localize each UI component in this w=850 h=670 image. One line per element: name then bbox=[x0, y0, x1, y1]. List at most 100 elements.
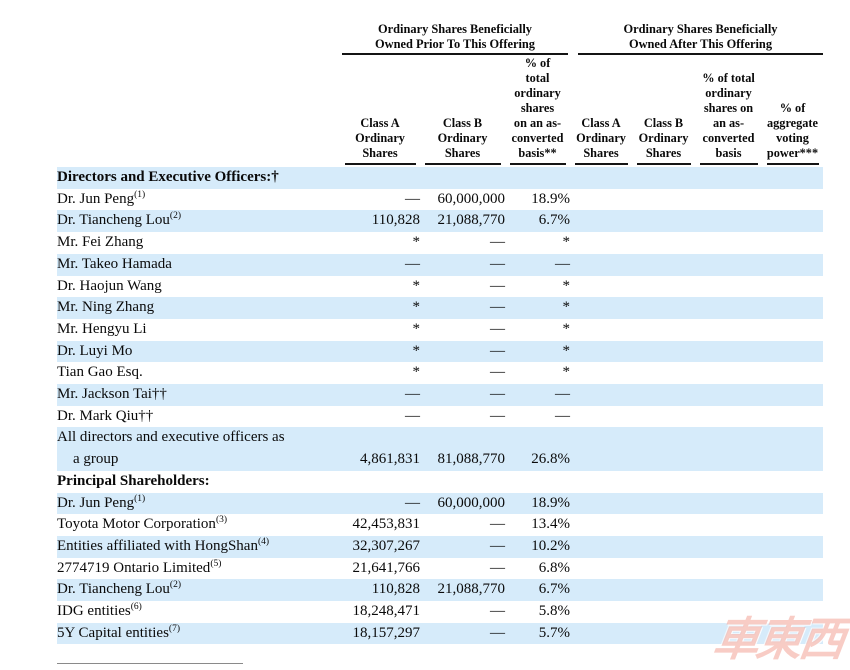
value-cell bbox=[695, 406, 762, 428]
value-cell: — bbox=[405, 255, 420, 272]
table-row: Dr. Luyi Mo * — * bbox=[57, 340, 823, 363]
shareholder-name: Tian Gao Esq. bbox=[57, 364, 143, 381]
value-cell bbox=[762, 276, 823, 298]
value-cell: — bbox=[405, 494, 420, 511]
value-cell bbox=[632, 341, 695, 363]
value-cell bbox=[570, 558, 632, 580]
table-row: Mr. Jackson Tai†† — — — bbox=[57, 384, 823, 406]
value-cell: 26.8% bbox=[531, 451, 570, 468]
footnote-reference: (4) bbox=[257, 536, 270, 547]
column-header-voting-power: % of aggregate voting power*** bbox=[762, 56, 823, 165]
value-cell: 13.4% bbox=[531, 516, 570, 533]
column-underline bbox=[574, 163, 628, 165]
value-cell bbox=[570, 232, 632, 254]
table-row: Principal Shareholders: bbox=[57, 471, 823, 493]
column-header-class-a-prior: Class A Ordinary Shares bbox=[340, 56, 420, 165]
group-header-after-offering: Ordinary Shares Beneficially Owned After… bbox=[578, 22, 823, 55]
value-cell: — bbox=[555, 386, 570, 403]
value-cell bbox=[570, 362, 632, 384]
column-underline bbox=[344, 163, 416, 165]
value-cell: — bbox=[490, 537, 505, 554]
value-cell bbox=[632, 493, 695, 515]
column-underline bbox=[424, 163, 501, 165]
shareholder-name: Mr. Hengyu Li bbox=[57, 320, 147, 337]
value-cell: 110,828 bbox=[371, 212, 420, 229]
shareholder-name: IDG entities(6) bbox=[57, 602, 142, 620]
shareholder-name: Dr. Luyi Mo bbox=[57, 342, 133, 359]
value-cell: — bbox=[490, 364, 505, 381]
column-header-label: % of total ordinary shares on an as- con… bbox=[702, 71, 755, 160]
value-cell bbox=[632, 427, 695, 470]
column-header-pct-after: % of total ordinary shares on an as- con… bbox=[695, 56, 762, 165]
value-cell bbox=[570, 427, 632, 470]
value-cell bbox=[695, 319, 762, 341]
value-cell bbox=[762, 210, 823, 232]
value-cell bbox=[570, 319, 632, 341]
value-cell bbox=[695, 579, 762, 601]
value-cell bbox=[695, 210, 762, 232]
value-cell bbox=[632, 558, 695, 580]
value-cell bbox=[570, 493, 632, 515]
value-cell: — bbox=[490, 603, 505, 620]
value-cell bbox=[762, 189, 823, 211]
value-cell: * bbox=[412, 299, 421, 316]
value-cell: 5.8% bbox=[538, 603, 570, 620]
value-cell: 110,828 bbox=[371, 581, 420, 598]
shareholder-name: 2774719 Ontario Limited(5) bbox=[57, 558, 222, 576]
value-cell: 18.9% bbox=[531, 190, 570, 207]
value-cell bbox=[762, 254, 823, 276]
value-cell: — bbox=[490, 234, 505, 251]
value-cell: — bbox=[405, 386, 420, 403]
value-cell: * bbox=[412, 342, 421, 359]
value-cell: — bbox=[555, 407, 570, 424]
shareholder-name: Entities affiliated with HongShan(4) bbox=[57, 536, 270, 554]
column-header-label: Class B Ordinary Shares bbox=[638, 116, 689, 160]
value-cell: — bbox=[490, 255, 505, 272]
value-cell bbox=[695, 232, 762, 254]
value-cell bbox=[762, 297, 823, 319]
shareholder-name: Dr. Tiancheng Lou(2) bbox=[57, 211, 181, 229]
column-underline bbox=[766, 163, 819, 165]
value-cell bbox=[570, 254, 632, 276]
value-cell: * bbox=[562, 320, 571, 337]
value-cell bbox=[695, 297, 762, 319]
table-row: Dr. Tiancheng Lou(2) 110,828 21,088,770 6.7… bbox=[57, 579, 823, 602]
value-cell bbox=[570, 406, 632, 428]
value-cell: — bbox=[555, 255, 570, 272]
value-cell: — bbox=[490, 386, 505, 403]
shareholder-name: Mr. Takeo Hamada bbox=[57, 255, 172, 272]
value-cell bbox=[632, 232, 695, 254]
value-cell bbox=[570, 189, 632, 211]
value-cell bbox=[570, 514, 632, 536]
value-cell bbox=[695, 341, 762, 363]
shareholder-name: 5Y Capital entities(7) bbox=[57, 623, 180, 641]
value-cell: — bbox=[405, 407, 420, 424]
value-cell: — bbox=[490, 624, 505, 641]
table-row: Dr. Jun Peng(1) — 60,000,000 18.9% bbox=[57, 492, 823, 515]
value-cell bbox=[570, 384, 632, 406]
value-cell bbox=[632, 406, 695, 428]
value-cell bbox=[762, 427, 823, 470]
column-header-label: % of aggregate voting power*** bbox=[766, 101, 819, 160]
value-cell bbox=[762, 362, 823, 384]
table-row: Dr. Jun Peng(1) — 60,000,000 18.9% bbox=[57, 189, 823, 211]
value-cell bbox=[632, 276, 695, 298]
footnote-reference: (6) bbox=[130, 602, 142, 613]
value-cell bbox=[632, 384, 695, 406]
value-cell bbox=[632, 362, 695, 384]
section-header: Principal Shareholders: bbox=[57, 472, 210, 489]
value-cell: * bbox=[562, 364, 571, 381]
value-cell bbox=[695, 384, 762, 406]
value-cell bbox=[695, 362, 762, 384]
value-cell bbox=[695, 558, 762, 580]
value-cell bbox=[632, 189, 695, 211]
footnote-reference: (3) bbox=[215, 515, 228, 526]
shareholder-name: Dr. Jun Peng(1) bbox=[57, 493, 146, 511]
value-cell: 10.2% bbox=[531, 537, 570, 554]
footnote-reference: (2) bbox=[169, 211, 181, 222]
table-row: Mr. Ning Zhang * — * bbox=[57, 297, 823, 319]
table-body: Directors and Executive Officers:† Dr. Ju… bbox=[57, 167, 823, 645]
value-cell: — bbox=[490, 407, 505, 424]
value-cell: 81,088,770 bbox=[437, 451, 506, 468]
